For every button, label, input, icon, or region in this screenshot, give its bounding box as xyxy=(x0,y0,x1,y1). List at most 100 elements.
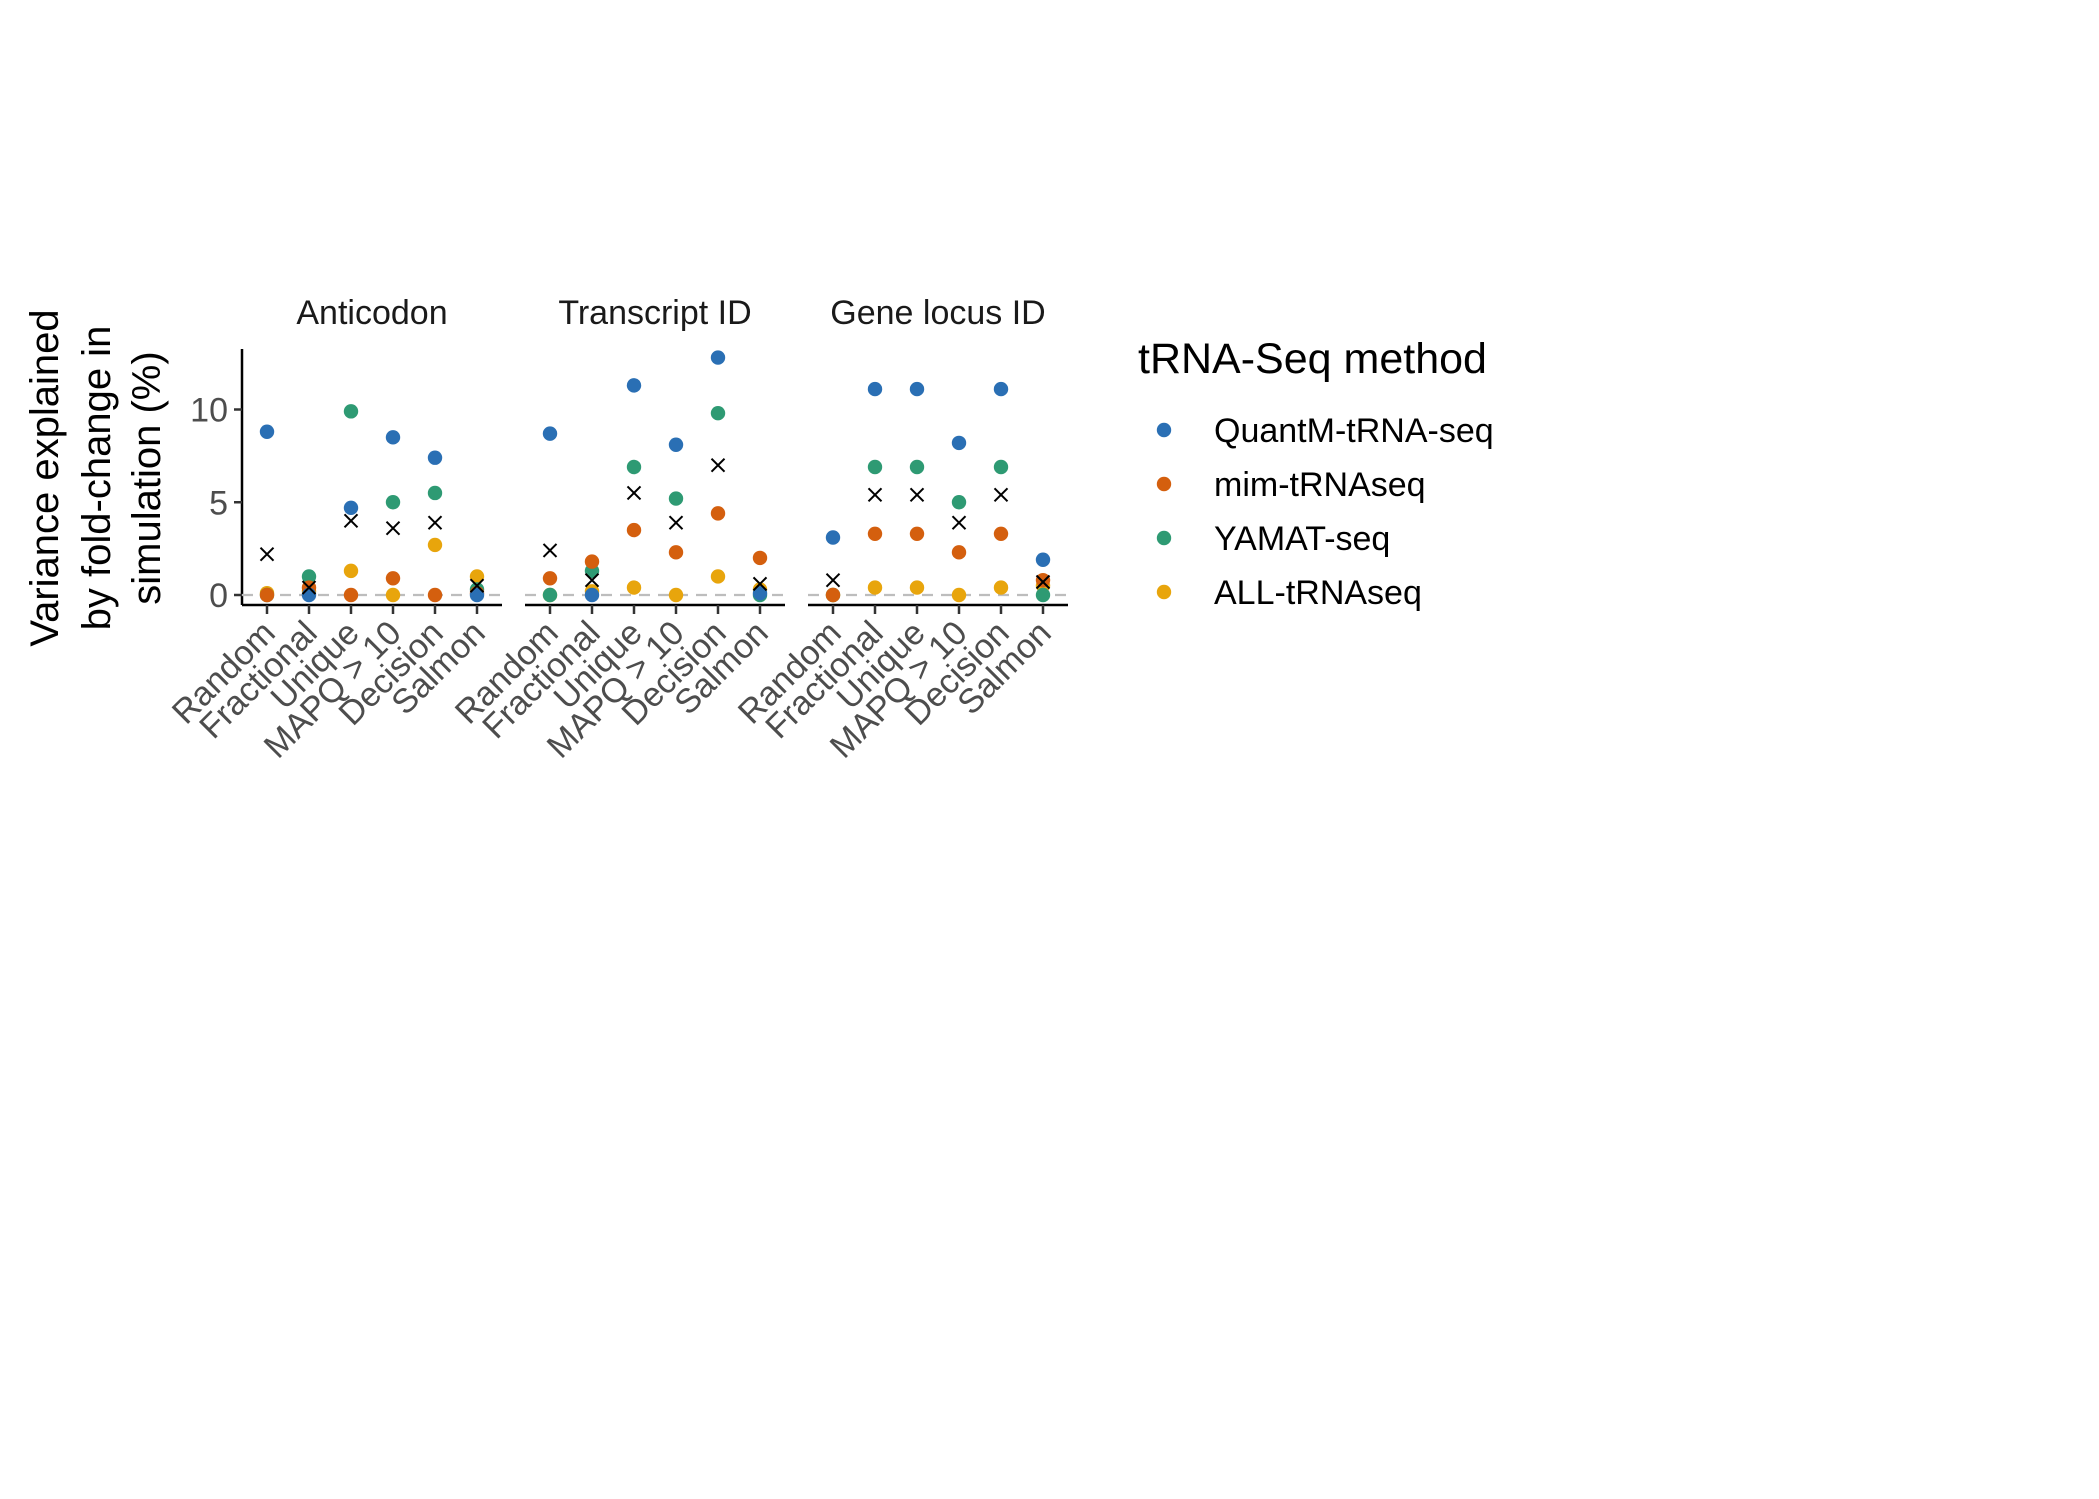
data-point xyxy=(867,381,883,397)
data-point xyxy=(668,587,684,603)
legend-item: ALL-tRNAseq xyxy=(1156,574,1422,612)
data-point xyxy=(668,545,684,560)
mean-marker-stroke xyxy=(301,580,317,595)
legend-label: mim-tRNAseq xyxy=(1214,466,1426,504)
data-point xyxy=(427,587,443,603)
mean-marker xyxy=(626,485,642,501)
mean-marker-stroke xyxy=(427,515,443,530)
legend-swatch xyxy=(1156,530,1172,546)
data-point xyxy=(951,545,967,560)
legend-label: YAMAT-seq xyxy=(1214,520,1390,558)
mean-marker xyxy=(385,521,401,536)
mean-marker xyxy=(427,515,443,530)
y-axis-title-line: simulation (%) xyxy=(125,351,169,604)
mean-marker xyxy=(909,487,925,503)
legend-swatch xyxy=(1156,584,1172,600)
mean-marker-stroke xyxy=(951,515,967,530)
panel-title: Gene locus ID xyxy=(830,294,1045,332)
data-point xyxy=(626,459,642,475)
legend-swatch xyxy=(1156,422,1172,438)
data-point xyxy=(710,406,726,421)
data-point xyxy=(469,569,485,584)
mean-marker xyxy=(951,515,967,530)
data-point xyxy=(951,495,967,510)
data-point xyxy=(542,587,558,603)
legend-item: mim-tRNAseq xyxy=(1156,466,1426,504)
legend-label: ALL-tRNAseq xyxy=(1214,574,1422,612)
data-point xyxy=(668,491,684,506)
data-point xyxy=(1035,572,1051,588)
data-point xyxy=(385,430,401,445)
data-point xyxy=(343,563,359,579)
data-point xyxy=(301,587,317,603)
data-point xyxy=(951,435,967,451)
data-point xyxy=(343,404,359,419)
data-point xyxy=(993,526,1009,541)
legend-item: YAMAT-seq xyxy=(1156,520,1390,558)
mean-marker xyxy=(259,546,275,562)
data-point xyxy=(343,587,359,603)
mean-marker-stroke xyxy=(584,572,600,588)
data-point xyxy=(752,585,768,601)
y-tick-label: 0 xyxy=(209,577,228,615)
panel-transcript-id: Transcript IDRandomFractionalUniqueMAPQ … xyxy=(448,294,785,766)
mean-marker-stroke xyxy=(1035,574,1051,590)
data-point xyxy=(1035,552,1051,567)
mean-marker xyxy=(752,576,768,592)
chart-panels: 0 5 10AnticodonRandomFractionalUniqueMAPQ … xyxy=(165,294,1068,766)
data-point xyxy=(951,587,967,603)
data-point xyxy=(710,569,726,584)
panel-gene-locus-id: Gene locus IDRandomFractionalUniqueMAPQ … xyxy=(731,294,1068,766)
data-point xyxy=(993,459,1009,475)
data-point xyxy=(385,495,401,510)
data-point xyxy=(909,580,925,595)
data-point xyxy=(427,537,443,553)
data-point xyxy=(259,424,275,439)
data-point xyxy=(867,459,883,475)
panel-title: Anticodon xyxy=(296,294,447,332)
mean-marker-stroke xyxy=(385,521,401,536)
data-point xyxy=(626,580,642,595)
mean-marker xyxy=(343,513,359,529)
mean-marker xyxy=(469,578,485,593)
mean-marker xyxy=(825,572,841,588)
mean-marker xyxy=(668,515,684,530)
data-point xyxy=(909,381,925,397)
mean-marker-stroke xyxy=(542,543,558,558)
chart-figure: Variance explained by fold-change in simul… xyxy=(23,294,1494,766)
legend-item: QuantM-tRNA-seq xyxy=(1156,412,1494,450)
y-axis-title-line: Variance explained xyxy=(23,309,67,646)
data-point xyxy=(584,554,600,569)
mean-marker-stroke xyxy=(867,487,883,503)
y-axis-label: Variance explained by fold-change in simul… xyxy=(23,309,169,646)
data-point xyxy=(542,426,558,441)
legend-label: QuantM-tRNA-seq xyxy=(1214,412,1494,450)
mean-marker xyxy=(1035,574,1051,590)
data-point xyxy=(825,587,841,603)
legend: tRNA-Seq method QuantM-tRNA-seq mim-tRNAse… xyxy=(1138,335,1494,612)
data-point xyxy=(626,378,642,393)
data-point xyxy=(427,450,443,465)
mean-marker-stroke xyxy=(626,485,642,501)
data-point xyxy=(909,526,925,541)
mean-marker xyxy=(710,457,726,473)
legend-title: tRNA-Seq method xyxy=(1138,335,1487,383)
data-point xyxy=(668,437,684,452)
mean-marker-stroke xyxy=(668,515,684,530)
data-point xyxy=(427,485,443,501)
data-point xyxy=(867,526,883,541)
data-point xyxy=(710,350,726,365)
y-tick-label: 10 xyxy=(190,392,228,430)
mean-marker-stroke xyxy=(909,487,925,503)
y-axis-title-line: by fold-change in xyxy=(75,326,119,631)
mean-marker xyxy=(584,572,600,588)
mean-marker-stroke xyxy=(993,487,1009,503)
data-point xyxy=(993,580,1009,595)
data-point xyxy=(385,587,401,603)
mean-marker-stroke xyxy=(825,572,841,588)
mean-marker xyxy=(993,487,1009,503)
mean-marker-stroke xyxy=(710,457,726,473)
y-tick-label: 5 xyxy=(209,484,228,522)
data-point xyxy=(825,530,841,545)
